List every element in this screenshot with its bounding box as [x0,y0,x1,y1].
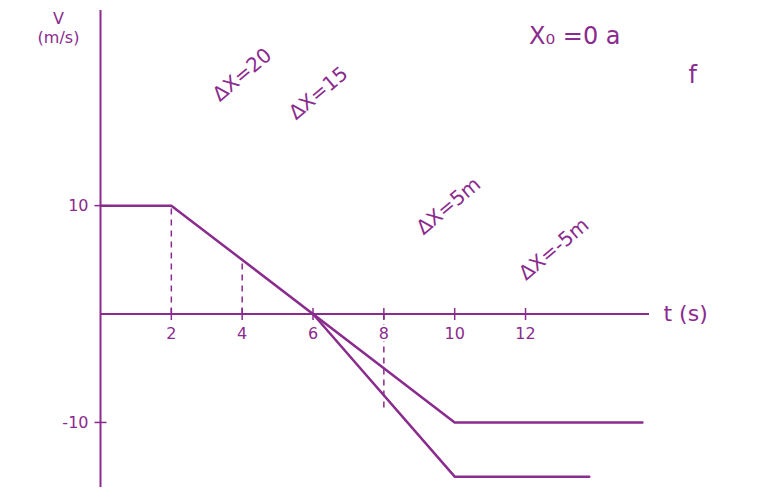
svg-text:t (s): t (s) [664,301,708,326]
svg-text:X₀ =0 a: X₀ =0 a [529,22,620,50]
svg-text:V(m/s): V(m/s) [38,9,80,47]
svg-text:10: 10 [68,196,88,215]
svg-text:6: 6 [308,324,318,343]
svg-text:12: 12 [515,324,535,343]
svg-text:10: 10 [445,324,465,343]
svg-text:2: 2 [166,324,176,343]
svg-text:f: f [688,61,697,89]
svg-text:-10: -10 [62,413,88,432]
svg-text:4: 4 [237,324,247,343]
svg-text:ΔX=20: ΔX=20 [208,43,277,106]
svg-text:ΔX=15: ΔX=15 [284,61,353,124]
svg-text:8: 8 [379,324,389,343]
svg-text:ΔX=-5m: ΔX=-5m [514,213,593,285]
svg-text:ΔX=5m: ΔX=5m [411,172,485,239]
